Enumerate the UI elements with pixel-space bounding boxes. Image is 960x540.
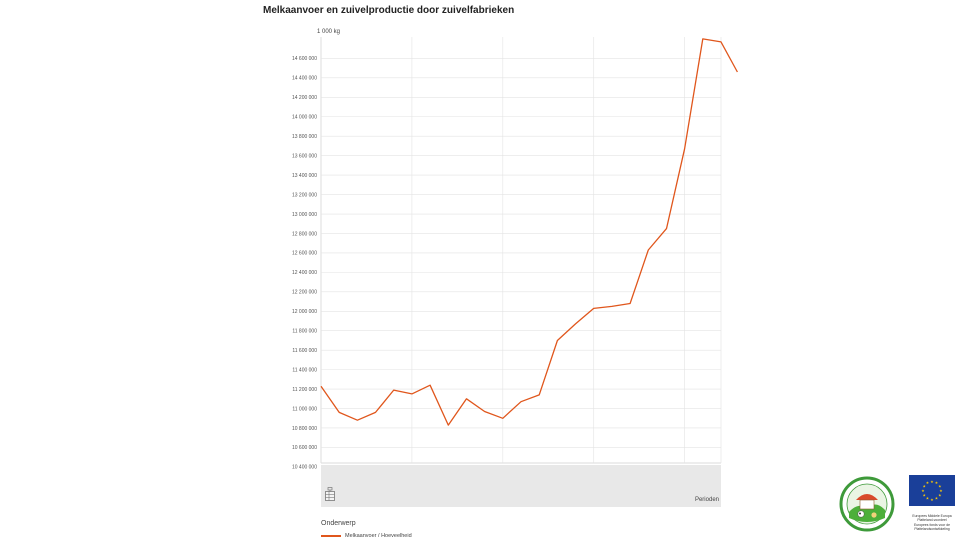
data-point[interactable]	[428, 384, 431, 387]
eu-caption-line: Europees Middele Europa	[912, 514, 952, 518]
data-point[interactable]	[647, 248, 650, 251]
chart-title: Melkaanvoer en zuivelproductie door zuiv…	[263, 5, 515, 16]
data-point[interactable]	[610, 305, 613, 308]
data-point[interactable]	[374, 411, 377, 414]
x-axis-name: Perioden	[694, 497, 719, 503]
eu-star-icon: ★	[923, 493, 927, 497]
eu-funding-block: ★ ★ ★ ★ ★ ★ ★ ★ ★ ★ ★ ★ Europees Middele Europa Pla…	[908, 475, 956, 532]
chart-footer-bar: Perioden	[321, 465, 721, 507]
data-point[interactable]	[736, 70, 739, 73]
eu-flag-icon: ★★★★★★★★★ ★ ★★	[909, 475, 955, 506]
data-point[interactable]	[356, 419, 359, 422]
eu-star-icon: ★	[930, 480, 934, 484]
series-lines	[319, 37, 739, 426]
eu-caption-line: Platteland-voordeel	[917, 518, 947, 523]
legend-label: Melkaanvoer / Hoeveelheid	[345, 533, 412, 539]
data-point[interactable]	[519, 400, 522, 403]
eu-star-icon: ★	[935, 481, 939, 485]
y-tick-label: 10 400 000	[292, 465, 317, 471]
data-point[interactable]	[410, 392, 413, 395]
series-line	[320, 38, 738, 426]
y-tick-label: 13 800 000	[292, 134, 317, 140]
y-tick-label: 12 200 000	[292, 290, 317, 296]
eu-star-icon: ★	[938, 493, 942, 497]
y-tick-label: 10 600 000	[292, 445, 317, 451]
data-point[interactable]	[483, 410, 486, 413]
data-point[interactable]	[628, 302, 631, 305]
y-tick-label: 13 000 000	[292, 212, 317, 218]
legend-title: Onderwerp	[321, 520, 356, 527]
y-axis-unit-label: 1 000 kg	[317, 29, 341, 35]
y-tick-label: 13 400 000	[292, 173, 317, 179]
table-icon[interactable]	[325, 487, 335, 501]
eu-star-icon: ★	[935, 497, 939, 501]
data-point[interactable]	[319, 385, 322, 388]
y-tick-label: 13 600 000	[292, 153, 317, 159]
y-tick-label: 11 000 000	[292, 406, 317, 412]
eu-caption: Europees Middele Europa Platteland-voord…	[908, 514, 956, 532]
data-point[interactable]	[338, 411, 341, 414]
data-point[interactable]	[538, 393, 541, 396]
eu-star-icon: ★	[926, 497, 930, 501]
y-tick-label: 14 000 000	[292, 115, 317, 121]
y-tick-label: 12 400 000	[292, 270, 317, 276]
data-point[interactable]	[556, 339, 559, 342]
eu-star-icon: ★	[938, 484, 942, 488]
eu-caption-line: Europees fonds voor de	[913, 522, 950, 527]
data-point[interactable]	[574, 322, 577, 325]
eu-star-icon: ★	[923, 484, 927, 488]
eu-star-icon: ★	[930, 498, 934, 502]
y-tick-label: 11 400 000	[292, 367, 317, 373]
data-point[interactable]	[447, 423, 450, 426]
y-tick-label: 11 800 000	[292, 329, 317, 335]
data-point[interactable]	[465, 397, 468, 400]
y-tick-label: 14 200 000	[292, 95, 317, 101]
eu-star-icon: ★	[926, 481, 930, 485]
data-point[interactable]	[501, 417, 504, 420]
legend-item[interactable]: Melkaanvoer / Hoeveelheid	[321, 532, 412, 540]
y-tick-label: 14 400 000	[292, 76, 317, 82]
y-tick-label: 13 200 000	[292, 192, 317, 198]
data-point[interactable]	[683, 147, 686, 150]
data-point[interactable]	[665, 227, 668, 230]
y-axis-ticks: 14 600 000 14 400 000 14 200 000 14 000 000…	[292, 56, 317, 470]
data-point[interactable]	[701, 37, 704, 40]
y-tick-label: 11 200 000	[292, 387, 317, 393]
y-tick-label: 10 800 000	[292, 426, 317, 432]
y-tick-label: 14 600 000	[292, 56, 317, 62]
eu-star-icon: ★	[921, 489, 925, 493]
data-point[interactable]	[592, 307, 595, 310]
legend-swatch	[321, 535, 341, 537]
y-tick-label: 12 600 000	[292, 251, 317, 257]
eu-star-icon: ★	[939, 489, 943, 493]
eu-caption-line: Plattelandsontwikkeling	[914, 527, 950, 532]
data-point[interactable]	[719, 40, 722, 43]
data-point[interactable]	[392, 388, 395, 391]
y-tick-label: 12 000 000	[292, 309, 317, 315]
y-tick-label: 12 800 000	[292, 231, 317, 237]
dairy-farm-logo-icon	[839, 476, 895, 532]
y-tick-label: 11 600 000	[292, 348, 317, 354]
